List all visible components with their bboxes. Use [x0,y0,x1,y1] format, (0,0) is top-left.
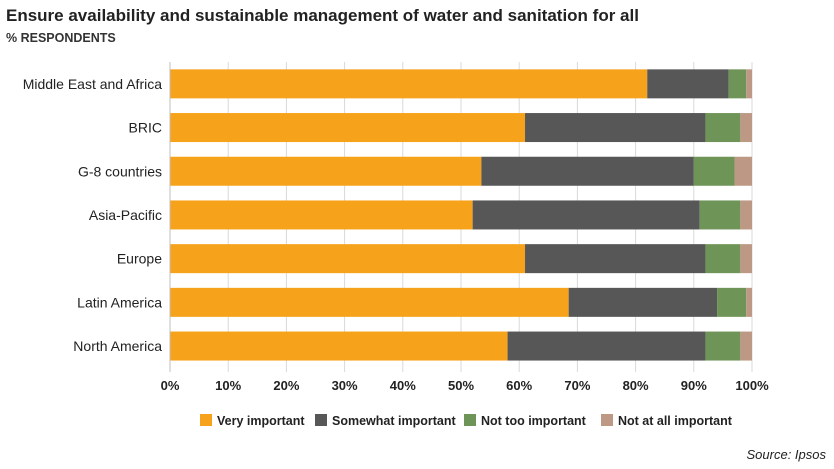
legend-swatch-very [200,414,212,426]
bar-very [170,244,526,274]
x-tick-label: 70% [564,378,590,393]
x-tick-label: 50% [448,378,474,393]
x-tick-label: 80% [623,378,649,393]
x-tick-label: 20% [273,378,299,393]
legend-swatch-somewhat [315,414,327,426]
legend-label-notatall: Not at all important [618,414,733,428]
category-label: Latin America [77,294,162,310]
legend-swatch-notatall [601,414,613,426]
x-tick-label: 0% [161,378,180,393]
bar-very [170,156,482,186]
category-label: Middle East and Africa [23,76,163,92]
x-tick-label: 90% [681,378,707,393]
bar-very [170,287,569,317]
category-label: Asia-Pacific [89,207,162,223]
bar-very [170,69,648,99]
category-label: BRIC [129,120,162,136]
bar-somewhat [472,200,700,230]
bar-nottoo [705,113,741,143]
bar-very [170,113,526,143]
bar-notatall [740,244,752,274]
x-tick-label: 100% [735,378,769,393]
x-tick-label: 60% [506,378,532,393]
legend-swatch-nottoo [464,414,476,426]
legend-label-somewhat: Somewhat important [332,414,456,428]
bar-notatall [746,287,752,317]
chart-title: Ensure availability and sustainable mana… [6,6,639,25]
bar-somewhat [525,113,706,143]
chart-subtitle: % RESPONDENTS [6,31,116,45]
bar-somewhat [568,287,718,317]
bar-somewhat [647,69,729,99]
bar-somewhat [481,156,694,186]
bar-notatall [740,200,752,230]
bar-nottoo [705,331,741,361]
bar-nottoo [728,69,747,99]
bar-very [170,331,508,361]
bar-notatall [740,113,752,143]
bar-notatall [740,331,752,361]
legend-label-very: Very important [217,414,305,428]
source-note: Source: Ipsos [746,447,827,462]
legend-label-nottoo: Not too important [481,414,587,428]
bar-very [170,200,473,230]
bar-notatall [734,156,752,186]
category-label: G-8 countries [78,163,162,179]
x-tick-label: 30% [332,378,358,393]
bar-nottoo [699,200,741,230]
x-tick-label: 40% [390,378,416,393]
bar-nottoo [693,156,735,186]
bar-nottoo [705,244,741,274]
bar-notatall [746,69,752,99]
category-label: Europe [117,251,162,267]
bar-somewhat [525,244,706,274]
x-tick-label: 10% [215,378,241,393]
bar-nottoo [717,287,747,317]
category-label: North America [73,338,162,354]
bar-somewhat [507,331,706,361]
